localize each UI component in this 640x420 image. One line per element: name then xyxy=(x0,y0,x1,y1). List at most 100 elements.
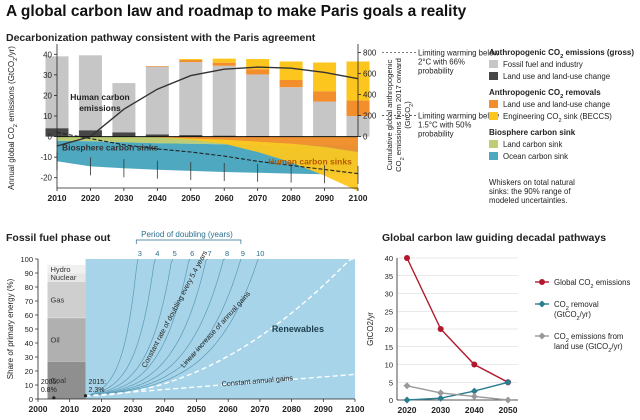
ref-label: 1.5°C with 50% xyxy=(418,121,471,130)
chart3-legend-label: CO2 emissions from xyxy=(554,332,623,344)
doubling-curve xyxy=(85,258,191,397)
chart2-ytick-label: 30 xyxy=(25,353,33,362)
chart2-ytick-label: 80 xyxy=(25,283,33,292)
legend-swatch xyxy=(489,152,498,160)
chart3-ytick-label: 15 xyxy=(385,343,393,352)
chart2-ytick-label: 0 xyxy=(29,395,33,404)
chart3-series-line xyxy=(406,381,509,401)
landuse-emission-bar xyxy=(78,130,102,137)
constant-gains-curve xyxy=(85,373,356,397)
chart3-point xyxy=(404,255,410,261)
chart3-point xyxy=(437,394,445,402)
chart1-ytick-label: -10 xyxy=(40,153,52,162)
legend-item-label: Land use and land-use change xyxy=(503,100,610,109)
legend-swatch xyxy=(489,140,498,148)
doubling-label: 8 xyxy=(225,249,229,258)
chart3-ytick-label: 10 xyxy=(385,361,393,370)
human-emissions-label: Human carbon xyxy=(70,92,130,102)
chart1-xtick-label: 2020 xyxy=(81,193,100,203)
chart3-xtick-label: 2050 xyxy=(499,405,518,415)
chart1-y2tick-label: 600 xyxy=(363,69,377,78)
human-emissions-label: emissions xyxy=(79,103,121,113)
chart3-ytick-label: 40 xyxy=(385,254,393,263)
chart2-ylabel: Share of primary energy (%) xyxy=(6,278,15,379)
doubling-label: 3 xyxy=(138,249,142,258)
chart2-xtick-label: 2080 xyxy=(282,404,301,414)
chart3-point xyxy=(437,389,445,397)
chart1-ytick-label: 30 xyxy=(43,71,52,80)
energy-source-band xyxy=(47,317,86,362)
landuse-removal-bar xyxy=(212,62,236,66)
chart3-point xyxy=(437,326,444,332)
doubling-curve xyxy=(85,258,174,397)
landuse-removal-bar xyxy=(279,80,303,88)
chart3-legend-marker xyxy=(538,300,546,308)
chart3-point xyxy=(470,387,478,395)
chart1-xtick-label: 2010 xyxy=(48,193,67,203)
fossil-bar xyxy=(145,66,169,137)
legend-item-label: Engineering CO2 sink (BECCS) xyxy=(503,112,612,124)
legend-group-title: Anthropogenic CO2 removals xyxy=(489,88,601,100)
chart3-point xyxy=(504,396,512,404)
doubling-label: 7 xyxy=(208,249,212,258)
legend-swatch xyxy=(489,112,498,120)
marker-year: 2015: xyxy=(89,379,107,386)
ref-label: probability xyxy=(418,130,454,139)
chart2-xtick-label: 2020 xyxy=(92,404,111,414)
chart2-ytick-label: 10 xyxy=(25,381,33,390)
chart2-xtick-label: 2100 xyxy=(346,404,365,414)
doubling-curve xyxy=(85,258,226,397)
renewables-label: Renewables xyxy=(272,324,324,334)
doubling-label: 6 xyxy=(190,249,194,258)
chart1-ytick-label: 0 xyxy=(48,133,53,142)
chart3-ylabel: GtCO2/yr xyxy=(366,312,375,346)
beccs-bar xyxy=(246,59,270,70)
chart1-y2tick-label: 800 xyxy=(363,48,377,57)
chart1-y2tick-label: 200 xyxy=(363,112,377,121)
chart1-xtick-label: 2060 xyxy=(215,193,234,203)
landuse-emission-bar xyxy=(112,132,136,137)
chart3-point xyxy=(470,392,478,400)
legend-swatch xyxy=(489,60,498,68)
energy-source-label: Oil xyxy=(51,336,61,345)
energy-source-label: Hydro xyxy=(51,265,71,274)
energy-source-band xyxy=(47,264,86,273)
chart3-legend-label: (GtCO2/yr) xyxy=(554,310,591,322)
ref-label: 2°C with 66% xyxy=(418,57,465,66)
landuse-removal-bar xyxy=(179,60,203,63)
chart3-ytick-label: 5 xyxy=(389,378,393,387)
chart2-xtick-label: 2000 xyxy=(29,404,48,414)
doubling-title: Period of doubling (years) xyxy=(141,230,233,239)
chart2-xtick-label: 2070 xyxy=(250,404,269,414)
energy-source-label: Nuclear xyxy=(51,273,77,282)
chart1-ylabel2: (GtCO2) xyxy=(403,101,415,129)
chart2-title: Fossil fuel phase out xyxy=(6,232,111,244)
chart3-legend-label: CO2 removal xyxy=(554,300,599,312)
chart2-xtick-label: 2060 xyxy=(219,404,238,414)
chart3-point xyxy=(471,361,478,368)
legend-item-label: Fossil fuel and industry xyxy=(503,60,583,69)
chart1-xtick-label: 2050 xyxy=(181,193,200,203)
chart1-y2tick-label: 400 xyxy=(363,90,377,99)
linear-gains-curve xyxy=(85,258,355,397)
fossil-bar xyxy=(179,62,203,137)
chart3-point xyxy=(504,378,512,386)
legend-item-label: Land carbon sink xyxy=(503,140,562,149)
marker-value: 2.3% xyxy=(89,387,105,394)
chart1-title: Decarbonization pathway consistent with … xyxy=(6,32,316,44)
doubling-label: 4 xyxy=(155,249,159,258)
legend-group-title: Biosphere carbon sink xyxy=(489,128,576,137)
chart2-ytick-label: 70 xyxy=(25,297,33,306)
chart3-ytick-label: 35 xyxy=(385,272,393,281)
chart1-ytick-label: -20 xyxy=(40,174,52,183)
chart2-xtick-label: 2090 xyxy=(314,404,333,414)
landuse-removal-area xyxy=(57,136,358,152)
beccs-removal-area xyxy=(57,136,358,192)
cumulative-line xyxy=(56,66,359,147)
chart1-ytick-label: 10 xyxy=(43,112,52,121)
beccs-bar xyxy=(313,62,337,92)
energy-source-band xyxy=(47,281,86,318)
chart3-ytick-label: 20 xyxy=(385,325,393,334)
chart3-legend-label: Global CO2 emissions xyxy=(554,278,630,290)
chart1-xtick-label: 2090 xyxy=(315,193,334,203)
